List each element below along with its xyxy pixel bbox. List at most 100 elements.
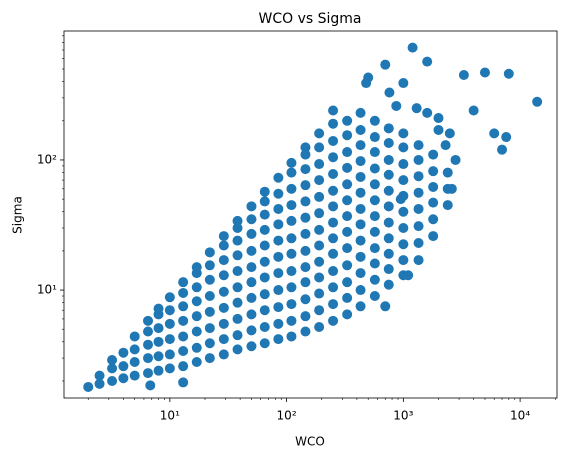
scatter-point [314,142,325,153]
scatter-point [328,185,339,196]
y-axis-label: Sigma [11,196,25,234]
scatter-point [422,107,433,118]
scatter-point [145,380,156,391]
scatter-point [218,286,229,297]
plot-frame [63,30,558,399]
scatter-point [246,201,257,212]
scatter-point [204,274,215,285]
scatter-point [232,330,243,341]
scatter-point [383,264,394,275]
scatter-point [342,147,353,158]
scatter-point [204,323,215,334]
scatter-point [286,183,297,194]
scatter-point [383,233,394,244]
scatter-point [411,103,422,114]
scatter-point [328,118,339,129]
scatter-point [273,334,284,345]
scatter-point [468,105,479,116]
scatter-point [259,209,270,220]
scatter-point [191,296,202,307]
scatter-point [369,226,380,237]
scatter-point [191,342,202,353]
scatter-point [246,341,257,352]
scatter-point [286,157,297,168]
scatter-point [413,140,424,151]
scatter-point [232,235,243,246]
scatter-point [383,201,394,212]
x-tick-label: 10¹ [160,409,180,423]
scatter-point [314,175,325,186]
x-tick-label: 10³ [393,409,413,423]
scatter-point [413,221,424,232]
scatter-point [218,270,229,281]
scatter-point [355,203,366,214]
scatter-point [107,363,118,374]
y-tick-label: 10¹ [37,283,57,297]
scatter-point [380,59,391,70]
scatter-point [398,128,409,139]
scatter-point [164,363,175,374]
scatter-point [246,245,257,256]
scatter-point [259,224,270,235]
scatter-point [129,370,140,381]
scatter-point [286,233,297,244]
scatter-point [246,228,257,239]
x-tick-label: 10² [277,409,297,423]
scatter-point [532,96,543,107]
scatter-point [300,164,311,175]
scatter-point [328,135,339,146]
scatter-point [218,255,229,266]
scatter-point [446,183,457,194]
scatter-point [369,115,380,126]
scatter-point [191,326,202,337]
scatter-point [232,344,243,355]
scatter-point [398,255,409,266]
scatter-point [300,326,311,337]
scatter-point [328,282,339,293]
scatter-point [328,299,339,310]
scatter-point [380,301,391,312]
scatter-point [273,318,284,329]
x-tick-label: 10⁴ [510,409,530,423]
scatter-point [314,272,325,283]
scatter-point [218,318,229,329]
scatter-point [300,149,311,160]
scatter-point [273,285,284,296]
scatter-point [328,217,339,228]
scatter-point [204,306,215,317]
scatter-point [369,211,380,222]
scatter-point [398,159,409,170]
scatter-point [273,219,284,230]
scatter-point [422,56,433,67]
scatter-point [286,200,297,211]
scatter-point [369,179,380,190]
scatter-point [246,292,257,303]
scatter-point [178,287,189,298]
scatter-point [143,353,154,364]
scatter-point [300,212,311,223]
scatter-point [383,154,394,165]
scatter-point [355,124,366,135]
scatter-point [328,315,339,326]
scatter-point [442,200,453,211]
scatter-point [94,378,105,389]
scatter-point [428,197,439,208]
scatter-point [398,78,409,89]
scatter-point [232,250,243,261]
scatter-point [369,147,380,158]
scatter-point [383,123,394,134]
scatter-point [503,68,514,79]
scatter-point [218,240,229,251]
scatter-point [369,243,380,254]
scatter-point [259,272,270,283]
scatter-point [143,315,154,326]
scatter-point [398,239,409,250]
scatter-point [328,201,339,212]
scatter-point [428,181,439,192]
scatter-point [355,156,366,167]
scatter-point [286,266,297,277]
scatter-point [273,251,284,262]
scatter-point [383,217,394,228]
scatter-point [129,331,140,342]
